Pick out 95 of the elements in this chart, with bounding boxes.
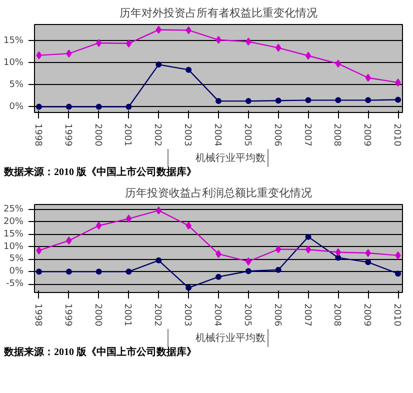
point [186,26,192,34]
point [126,39,132,48]
y-tick-label: -5% [6,279,24,290]
point [335,60,342,68]
x-tick-label: 2000 [92,124,102,147]
y-tick-label: 10% [3,242,24,252]
point [276,245,282,254]
point [275,98,282,104]
point [305,52,312,60]
x-tick-label: 2001 [122,304,132,326]
point [66,268,72,275]
x-tick-label: 2009 [362,124,372,147]
x-tick-label: 2002 [152,124,162,146]
point [245,268,252,274]
point [186,66,192,73]
y-tick-label: 5% [9,80,24,90]
y-tick-label: 10% [3,58,24,68]
point [305,234,312,240]
x-tick-label: 2004 [212,304,222,327]
y-tick-label: 0% [9,102,24,112]
point [246,257,252,266]
point [216,250,222,258]
y-tick-label: 15% [3,36,24,46]
y-tick-label: 25% [3,204,24,214]
point [245,98,252,104]
x-tick-label: 2006 [272,124,282,147]
point [335,97,342,104]
point [156,257,162,264]
point [156,206,162,214]
text: 机械行业平均数 [196,152,266,165]
point [66,236,72,245]
point [156,26,162,34]
x-tick-label: 1998 [32,124,42,147]
point [365,74,371,82]
point [36,268,42,275]
x-tick-label: 2001 [122,124,132,146]
point [335,248,342,256]
point [36,51,42,60]
point [395,96,402,103]
x-tick-label: 1999 [62,124,72,147]
point [186,222,192,230]
x-tick-label: 2010 [392,304,402,327]
point [365,97,372,104]
x-tick-label: 2002 [152,304,162,326]
x-tick-label: 2010 [392,124,402,147]
point [216,274,222,280]
point [305,245,312,254]
x-tick-label: 2008 [332,124,342,147]
text: 机械行业平均数 [196,332,266,345]
point [216,98,222,104]
x-tick-label: 2003 [182,304,192,326]
chart-title: 历年投资收益占利润总额比重变化情况 [125,186,312,200]
point [96,268,102,275]
x-tick-label: 2007 [302,124,312,146]
source-note: 数据来源：2010 版《中国上市公司数据库》 [4,167,196,179]
point [365,259,372,266]
x-tick-label: 2005 [242,124,252,146]
x-tick-label: 2007 [302,304,312,326]
chart-title: 历年对外投资占所有者权益比重变化情况 [120,6,318,20]
x-tick-label: 2003 [182,124,192,146]
point [66,50,72,58]
y-tick-label: 5% [9,254,24,264]
point [365,248,371,257]
point [395,251,401,260]
point [186,284,192,291]
point [36,246,42,254]
point [126,104,132,110]
x-tick-label: 2004 [212,124,222,147]
point [96,38,102,47]
y-tick-label: 0% [9,266,24,277]
x-tick-label: 2009 [362,304,372,327]
point [395,78,401,87]
point [156,62,162,68]
x-tick-label: 2005 [242,304,252,326]
y-tick-label: 20% [3,216,24,227]
x-tick-label: 1999 [62,304,72,327]
x-tick-label: 2008 [332,304,342,327]
source-note: 数据来源：2010 版《中国上市公司数据库》 [4,347,196,359]
point [96,104,102,110]
x-tick-label: 2006 [272,304,282,327]
point [66,104,72,110]
y-tick-label: 15% [3,229,24,240]
point [36,104,42,110]
point [126,268,132,275]
point [96,222,102,230]
x-tick-label: 2000 [92,304,102,327]
x-tick-label: 1998 [32,304,42,327]
point [276,44,282,52]
point [216,36,222,44]
point [395,270,402,277]
point [126,214,132,223]
point [305,97,312,104]
point [335,254,342,261]
point [246,38,252,46]
point [275,266,282,273]
